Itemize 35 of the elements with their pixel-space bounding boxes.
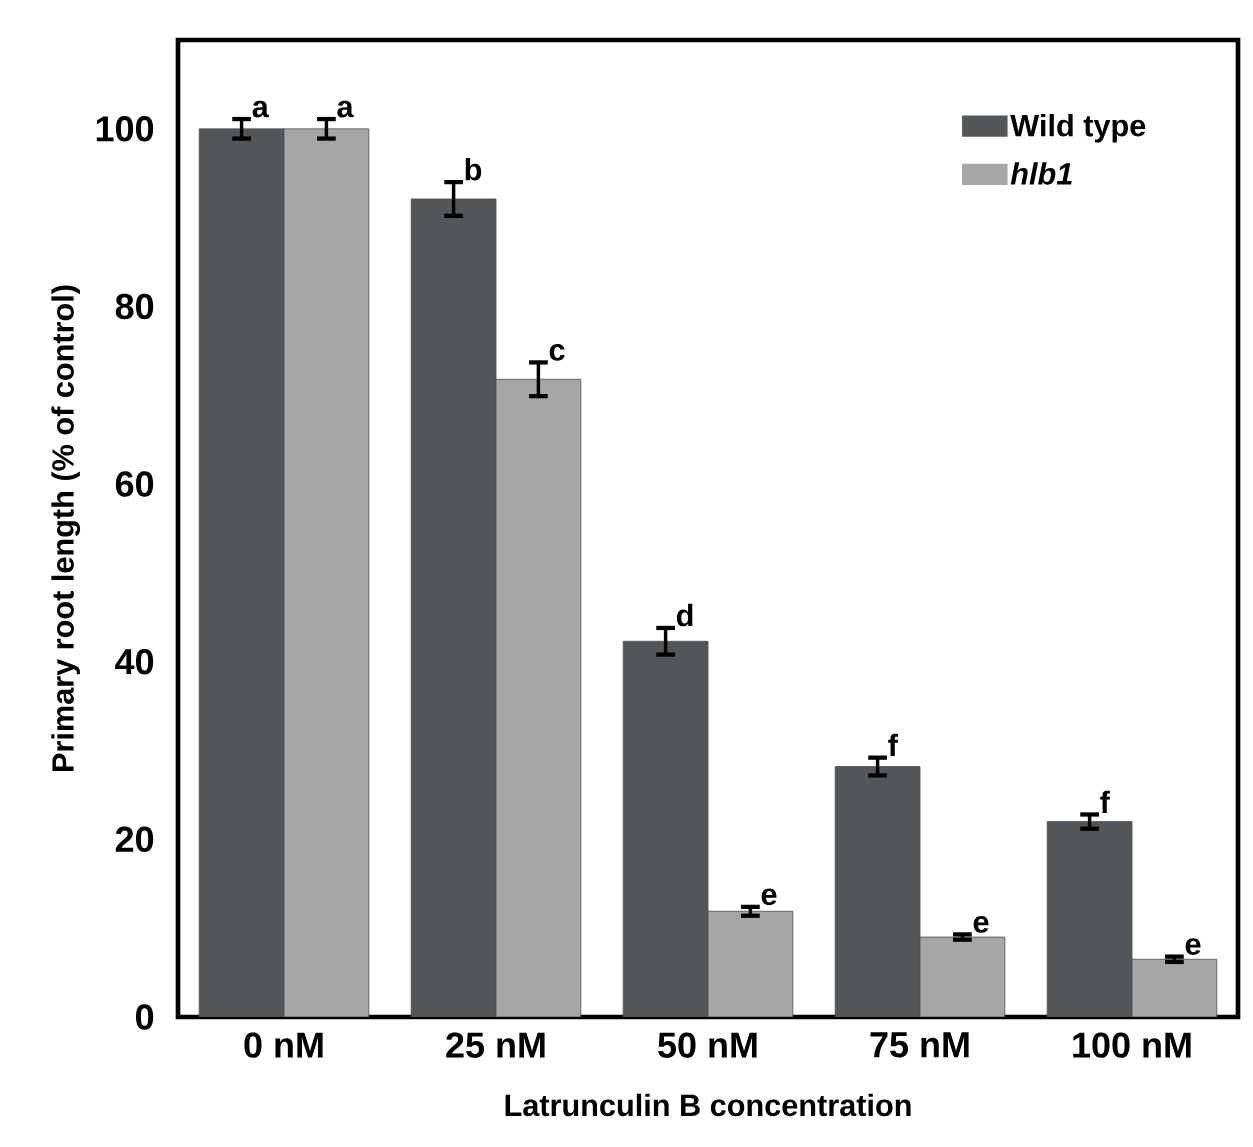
x-tick-label: 0 nM	[244, 1032, 323, 1058]
annotation: c	[549, 344, 565, 361]
bar	[623, 641, 708, 1017]
x-axis-title: Latrunculin B concentration	[505, 1093, 911, 1117]
annotation: a	[337, 100, 354, 118]
annotation: e	[1185, 938, 1201, 955]
annotation: f	[888, 733, 898, 757]
bar	[284, 128, 369, 1017]
x-tick-label: 100 nM	[1073, 1032, 1191, 1058]
bar	[496, 379, 581, 1017]
annotation: a	[252, 100, 269, 118]
legend-label: Wild type	[1010, 113, 1146, 143]
bar	[1046, 821, 1133, 1017]
annotation: b	[465, 157, 482, 181]
bar	[411, 198, 496, 1017]
annotation: e	[761, 888, 777, 906]
y-tick-label: 60	[115, 471, 154, 497]
x-tick-label: 75 nM	[870, 1032, 969, 1058]
annotation: e	[973, 916, 989, 933]
bar	[920, 937, 1005, 1017]
bar	[708, 911, 793, 1017]
y-tick-label: 40	[115, 648, 154, 675]
y-tick-label: 100	[96, 116, 154, 142]
y-tick-label: 20	[115, 826, 154, 853]
bar	[835, 766, 920, 1017]
x-tick-label: 25 nM	[446, 1032, 545, 1058]
annotation: d	[676, 603, 693, 627]
bar	[199, 128, 284, 1017]
bar	[1131, 958, 1218, 1017]
y-tick-label: 0	[136, 1004, 154, 1030]
y-axis-title: Primary root length (% of control)	[51, 285, 81, 771]
annotation: f	[1100, 790, 1110, 813]
x-tick-label: 50 nM	[658, 1032, 757, 1058]
legend-label: hlb1	[1010, 162, 1072, 185]
y-tick-label: 80	[115, 293, 154, 320]
